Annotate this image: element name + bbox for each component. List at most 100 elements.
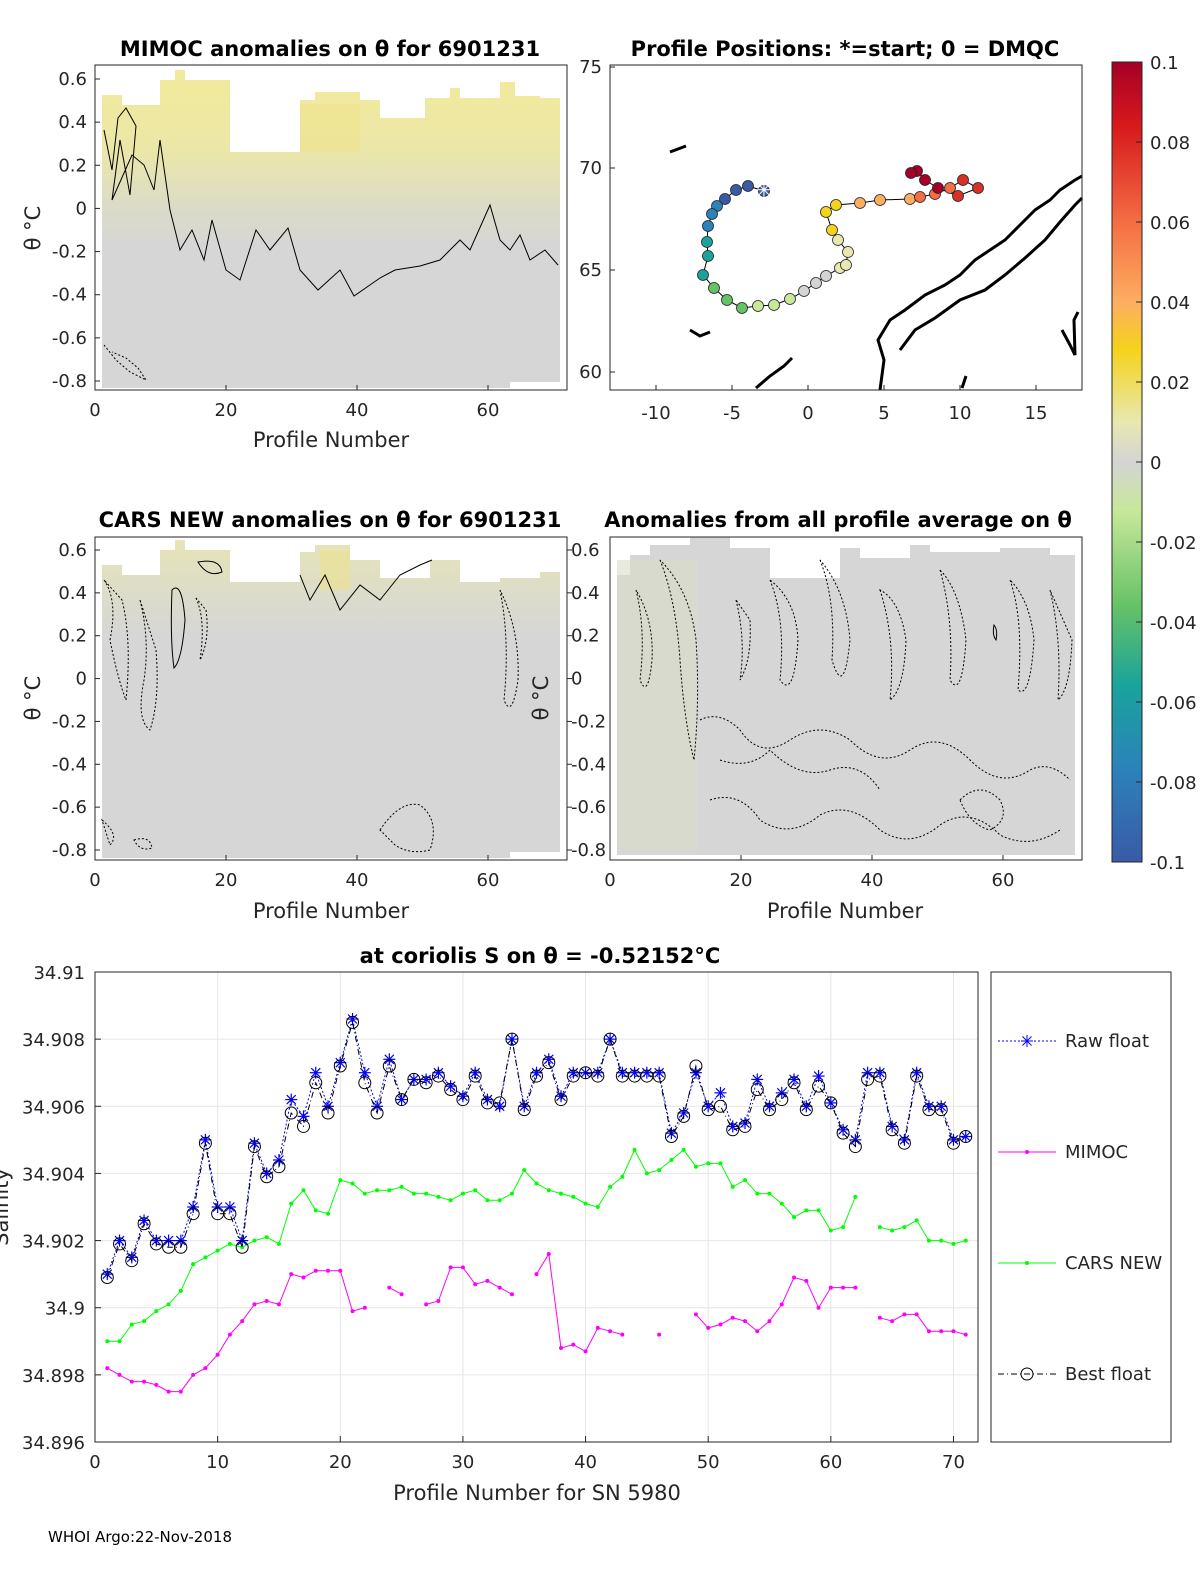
y-tick-label: 0.6 <box>58 69 87 90</box>
data-point <box>387 1188 392 1193</box>
legend-label: CARS NEW <box>1065 1253 1162 1274</box>
data-point <box>407 1073 420 1086</box>
data-point <box>444 1083 458 1096</box>
data-point <box>113 1234 126 1247</box>
data-point <box>583 1201 588 1206</box>
data-point <box>939 1238 944 1243</box>
data-point <box>456 1093 470 1107</box>
profile-point <box>752 300 764 312</box>
positions-xticks: -10 -5 0 5 10 15 <box>641 385 1047 424</box>
data-point <box>370 1106 384 1120</box>
cars-dotted-contours <box>100 579 519 853</box>
x-tick-label: 0 <box>89 870 100 891</box>
data-point <box>591 1069 605 1083</box>
average-axes <box>609 536 1083 861</box>
coastline-shetland <box>755 356 794 390</box>
profile-point <box>842 246 854 258</box>
data-point <box>448 1265 453 1270</box>
data-point <box>530 1066 543 1079</box>
y-tick-label: 34.898 <box>22 1366 85 1387</box>
data-point <box>387 1285 392 1290</box>
data-point <box>399 1292 404 1297</box>
chart-xlabel: Profile Number for SN 5980 <box>393 1481 681 1505</box>
average-yticks: 0.6 0.4 0.2 0 -0.2 -0.4 -0.6 -0.8 <box>567 540 606 861</box>
data-point <box>898 1133 911 1146</box>
data-point <box>313 1268 318 1273</box>
data-point <box>142 1319 147 1324</box>
series-cars-new <box>105 1147 968 1344</box>
profile-point <box>840 259 852 271</box>
data-point <box>105 1366 110 1371</box>
x-tick-label: 60 <box>819 1452 842 1473</box>
data-point <box>517 1103 531 1117</box>
colorbar-tick-label: -0.1 <box>1150 853 1185 874</box>
legend-item: MIMOC <box>998 1142 1128 1163</box>
profile-point <box>905 167 917 179</box>
average-dotted-c <box>735 599 751 681</box>
data-point <box>358 1066 371 1079</box>
data-point <box>468 1069 482 1083</box>
average-dotted-m <box>719 749 881 791</box>
cars-xlabel: Profile Number <box>253 899 410 923</box>
data-point <box>252 1302 257 1307</box>
colorbar-tick-label: -0.06 <box>1150 693 1197 714</box>
data-point <box>693 1164 698 1169</box>
chart-title: at coriolis S on θ = -0.52152°C <box>360 944 721 968</box>
x-tick-label: 0 <box>89 1452 100 1473</box>
data-point <box>591 1066 604 1079</box>
series-raw-float <box>101 1013 972 1281</box>
x-tick-label: 40 <box>574 1452 597 1473</box>
data-point <box>922 1100 935 1113</box>
data-point <box>284 1106 298 1120</box>
data-point <box>100 1271 114 1284</box>
data-point <box>129 1322 134 1327</box>
data-point <box>914 1218 919 1223</box>
data-point <box>382 1059 396 1073</box>
x-tick-label: 70 <box>942 1452 965 1473</box>
data-point <box>534 1272 539 1277</box>
data-point <box>149 1237 163 1251</box>
legend-box <box>990 971 1172 1443</box>
data-point <box>117 1339 122 1344</box>
data-point <box>837 1123 850 1136</box>
mimoc-yticks: 0.6 0.4 0.2 0 -0.2 -0.4 -0.6 -0.8 <box>52 69 100 392</box>
x-tick-label: -5 <box>723 403 741 424</box>
data-point <box>178 1389 183 1394</box>
data-point <box>260 1170 274 1184</box>
profile-point <box>702 220 714 232</box>
data-point <box>493 1096 507 1110</box>
data-point <box>632 1147 637 1152</box>
data-point <box>849 1133 862 1146</box>
average-panel: Anomalies from all profile average on θ … <box>529 508 1083 923</box>
data-point <box>742 1319 747 1324</box>
data-point <box>571 1342 576 1347</box>
data-point <box>959 1130 972 1143</box>
cars-dotted-g <box>133 838 153 850</box>
profile-point <box>730 184 742 196</box>
data-point <box>191 1262 196 1267</box>
profile-point <box>944 182 956 194</box>
start-marker: ✳ <box>756 178 773 202</box>
profile-point <box>820 206 832 218</box>
data-point <box>485 1278 490 1283</box>
y-tick-label: 34.896 <box>22 1433 85 1454</box>
average-dotted-a <box>635 589 653 688</box>
data-point <box>910 1069 924 1083</box>
data-point <box>738 1119 752 1133</box>
cars-closed-contour <box>170 587 186 670</box>
average-dotted-contours <box>635 559 1073 842</box>
data-point <box>322 1100 335 1113</box>
data-point <box>101 1268 114 1281</box>
colorbar-tick-label: 0.1 <box>1150 53 1179 74</box>
data-point <box>240 1245 245 1250</box>
chart-legend: Raw float MIMOC CARS NEW Best float <box>998 1031 1162 1385</box>
cars-field <box>102 540 560 858</box>
y-tick-label: 0.4 <box>58 583 87 604</box>
y-tick-label: 0.6 <box>571 540 600 561</box>
data-point <box>276 1241 281 1246</box>
colorbar-tick-label: 0.02 <box>1150 373 1190 394</box>
data-point <box>706 1325 711 1330</box>
data-point <box>608 1184 613 1189</box>
profile-point <box>701 236 713 248</box>
data-point <box>873 1066 886 1079</box>
